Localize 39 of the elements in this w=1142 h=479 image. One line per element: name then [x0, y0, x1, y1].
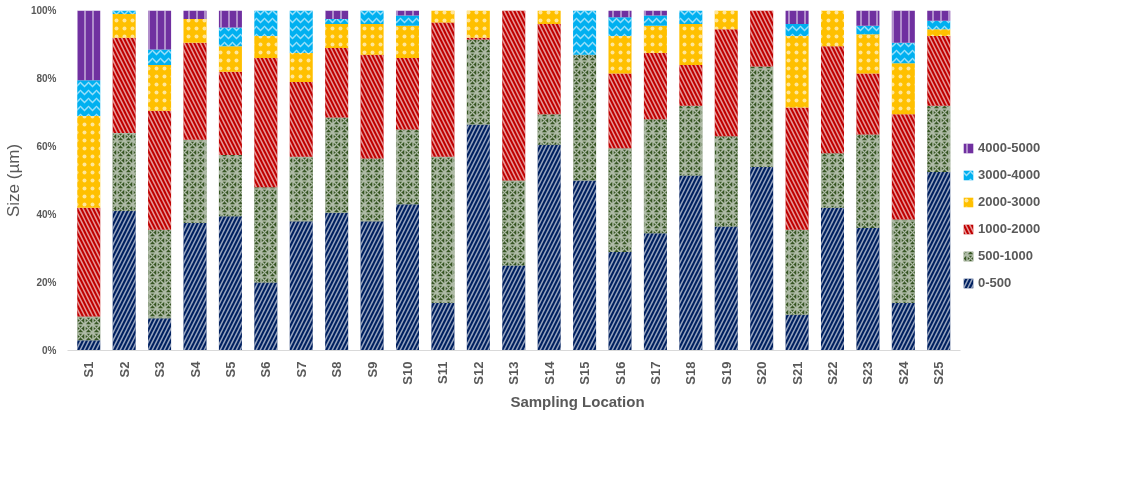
y-tick-label: 80% [36, 73, 57, 84]
x-tick-label: S4 [187, 360, 203, 378]
x-tick-label: S21 [789, 361, 805, 385]
legend-label: 2000-3000 [978, 194, 1041, 209]
x-tick-label: S2 [116, 361, 132, 378]
legend-label: 3000-4000 [978, 167, 1041, 182]
legend-label: 1000-2000 [978, 221, 1041, 236]
y-tick-label: 40% [36, 209, 57, 220]
x-tick-label: S8 [329, 361, 345, 378]
legend-label: 4000-5000 [978, 140, 1041, 155]
x-tick-label: S18 [683, 361, 699, 385]
x-tick-label: S3 [152, 361, 168, 378]
x-tick-label: S6 [258, 361, 274, 378]
y-axis-title: Size (µm) [3, 143, 23, 218]
x-tick-label: S17 [647, 361, 663, 385]
x-tick-label: S1 [81, 361, 97, 378]
x-tick-label: S11 [435, 361, 451, 384]
x-tick-label: S14 [541, 360, 557, 385]
x-tick-label: S5 [222, 361, 238, 378]
x-tick-label: S19 [718, 361, 734, 385]
y-tick-label: 60% [36, 141, 57, 152]
y-tick-label: 0% [42, 345, 57, 356]
x-tick-label: S13 [506, 361, 522, 385]
x-tick-label: S9 [364, 361, 380, 378]
y-tick-label: 20% [36, 277, 57, 288]
x-tick-label: S16 [612, 361, 628, 385]
x-tick-label: S15 [577, 361, 593, 385]
x-axis-title: Sampling Location [510, 392, 645, 410]
x-tick-label: S7 [293, 361, 309, 378]
x-tick-label: S20 [754, 361, 770, 385]
legend-label: 0-500 [978, 275, 1012, 290]
x-tick-label: S22 [825, 361, 840, 385]
x-tick-label: S24 [895, 360, 911, 385]
x-tick-label: S12 [470, 361, 486, 385]
y-tick-label: 100% [30, 5, 57, 16]
legend-label: 500-1000 [978, 248, 1033, 263]
x-tick-label: S23 [860, 361, 876, 385]
x-tick-label: S25 [931, 361, 947, 385]
x-tick-label: S10 [400, 361, 415, 385]
